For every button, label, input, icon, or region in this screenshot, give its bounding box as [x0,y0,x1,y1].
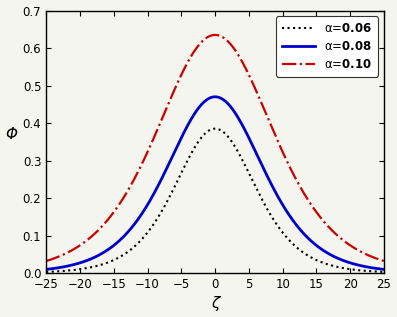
Y-axis label: Φ: Φ [6,127,17,142]
X-axis label: ζ: ζ [211,296,219,311]
Legend: α=$\bf{0.06}$, α=$\bf{0.08}$, α=$\bf{0.10}$: α=$\bf{0.06}$, α=$\bf{0.08}$, α=$\bf{0.1… [276,16,378,77]
